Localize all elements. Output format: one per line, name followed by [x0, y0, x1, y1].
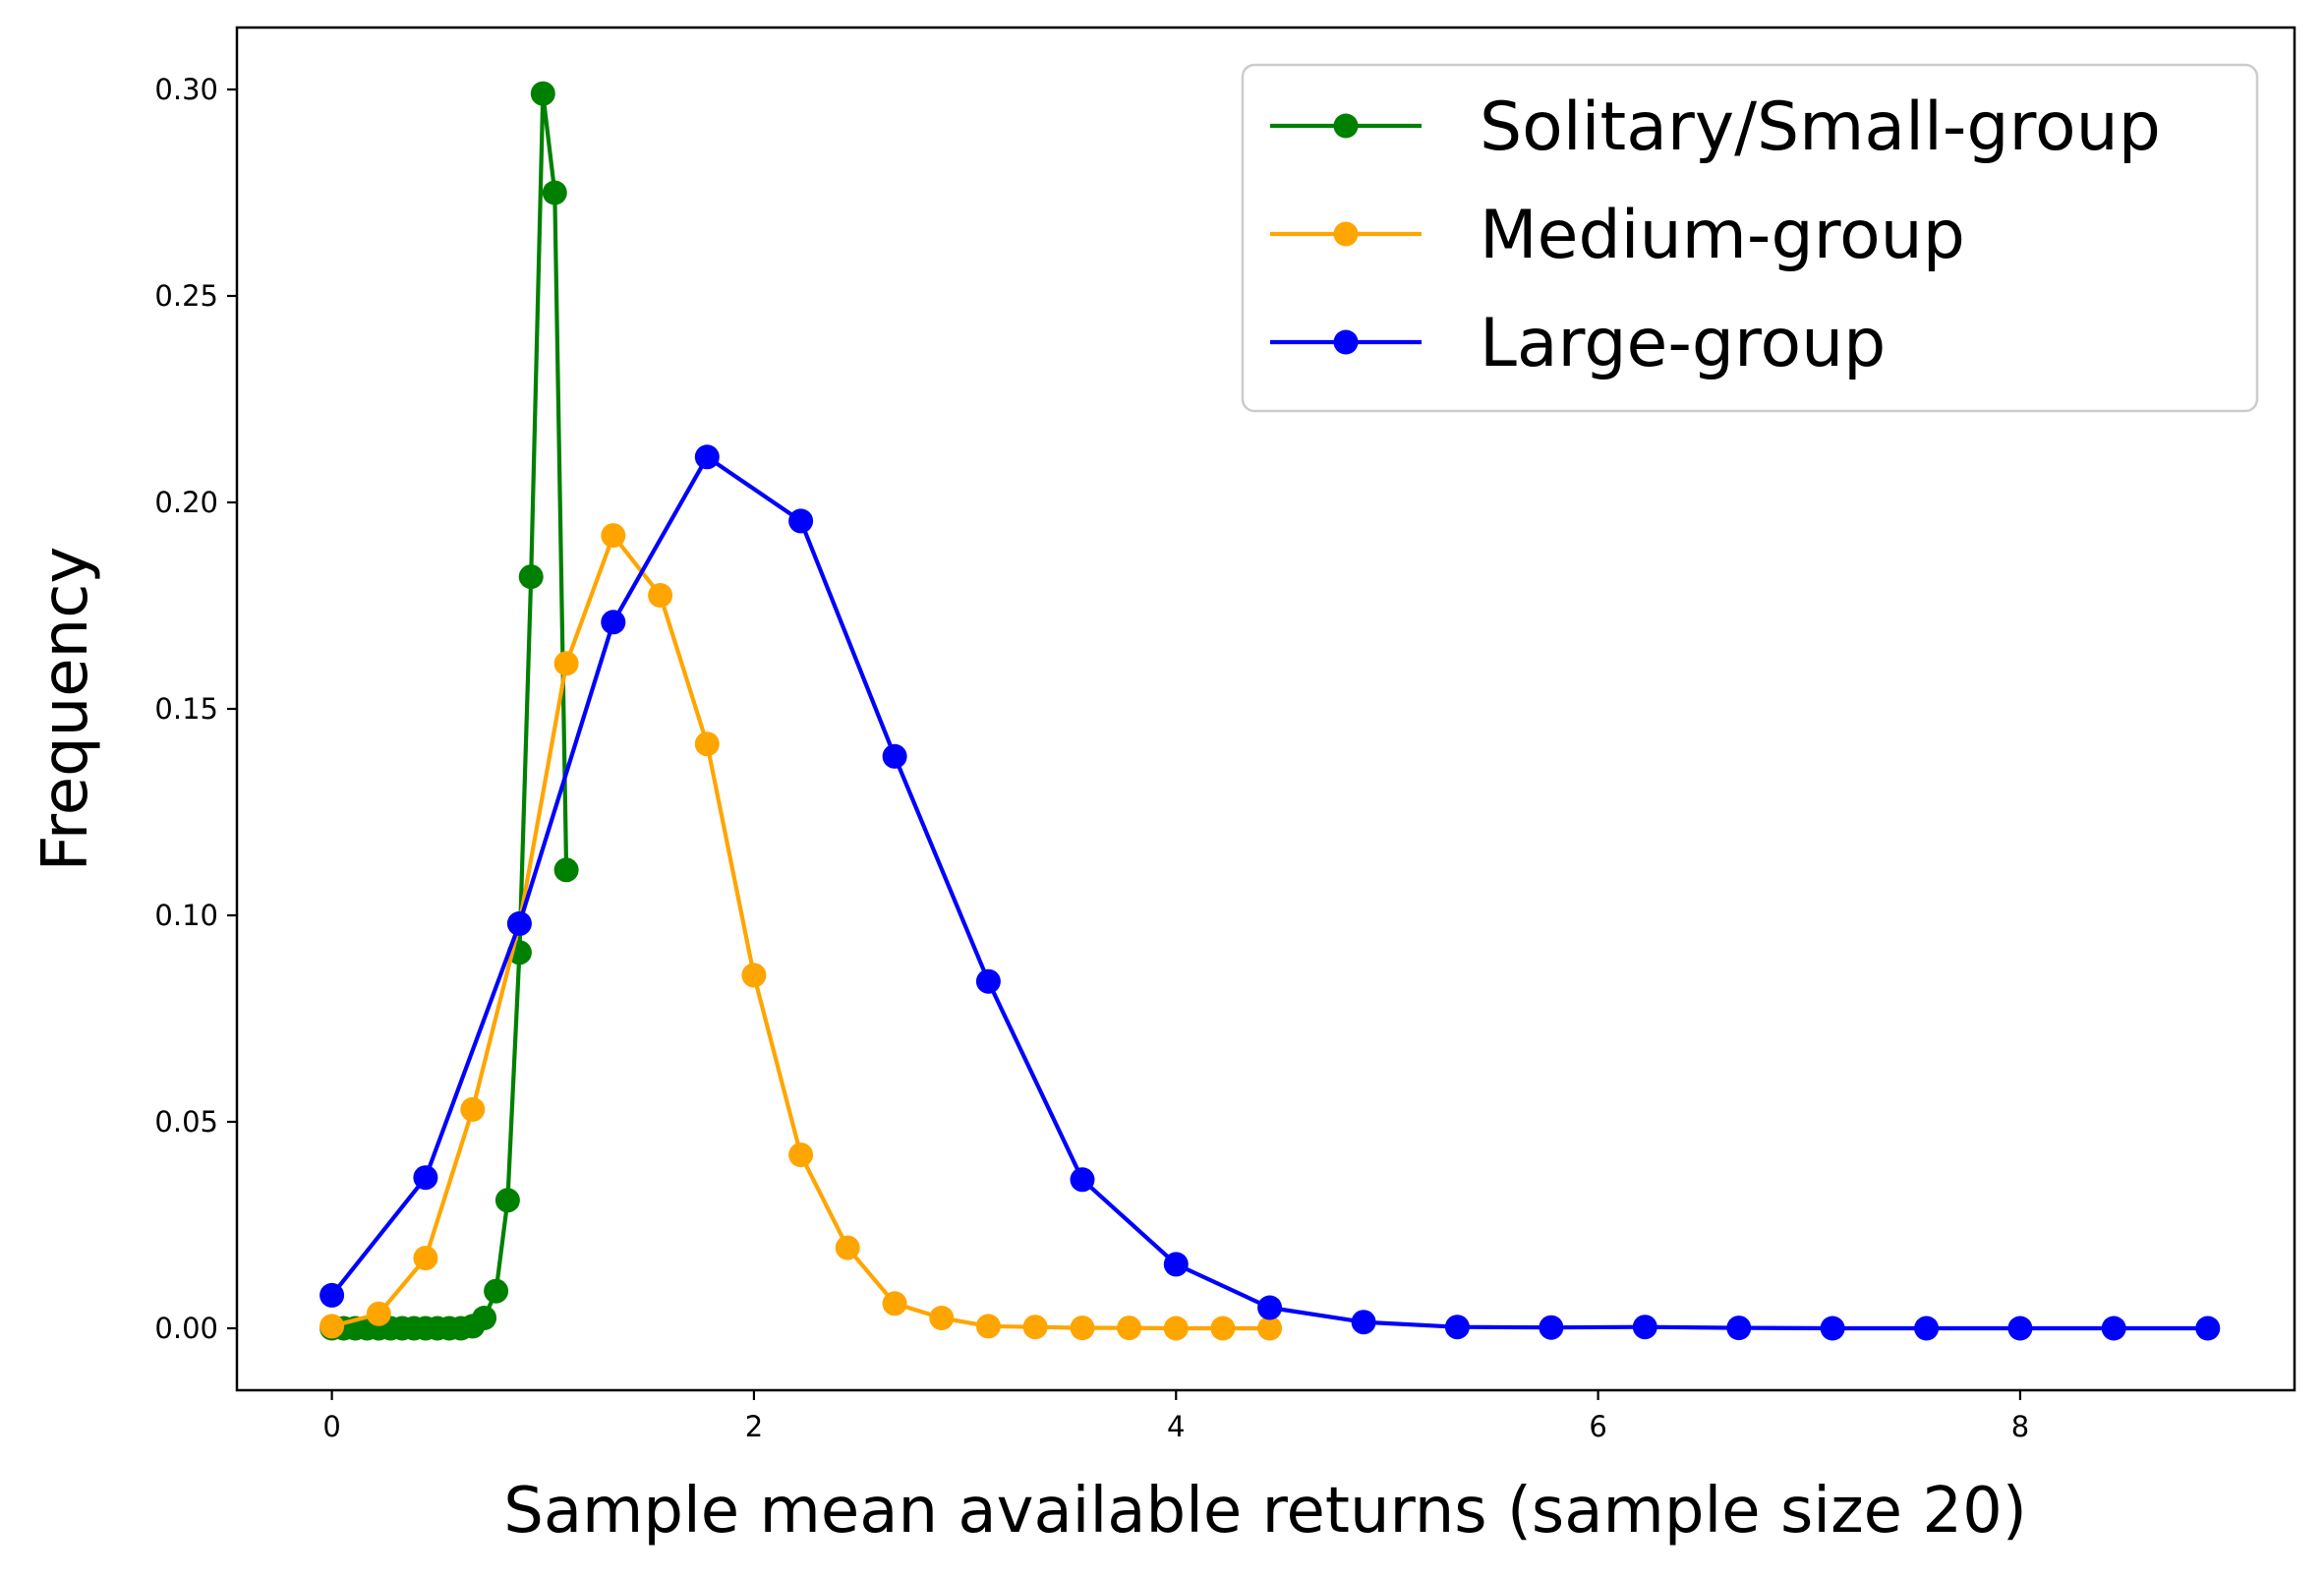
x-axis-label: Sample mean available returns (sample si…: [503, 1475, 2027, 1548]
data-point-large-group: [506, 910, 532, 936]
data-point-solitary-small-group: [542, 180, 567, 205]
data-point-large-group: [1444, 1315, 1470, 1340]
data-point-large-group: [1726, 1316, 1752, 1341]
legend-box: [1241, 63, 2259, 413]
data-point-medium-group: [694, 731, 720, 757]
legend-label: Large-group: [1480, 305, 1886, 382]
y-tick-label: 0.15: [154, 692, 218, 726]
data-point-solitary-small-group: [553, 857, 579, 883]
x-tick-label: 0: [322, 1410, 340, 1443]
data-point-solitary-small-group: [472, 1306, 497, 1330]
y-axis-ticks: 0.00 0.05 0.10 0.15 0.20 0.25 0.30: [154, 73, 237, 1345]
data-point-medium-group: [366, 1301, 391, 1326]
data-point-medium-group: [882, 1291, 907, 1316]
legend-entry-solitary-small-group: Solitary/Small-group: [1270, 88, 2161, 166]
legend-entries: Solitary/Small-group Medium-group Large-gr…: [1270, 88, 2161, 382]
x-tick-label: 8: [2011, 1410, 2029, 1443]
data-point-large-group: [1820, 1316, 1845, 1341]
legend-entry-medium-group: Medium-group: [1270, 197, 1965, 274]
x-tick-label: 6: [1589, 1410, 1606, 1443]
data-point-large-group: [975, 968, 1001, 994]
series-layer: [320, 81, 2221, 1341]
legend-marker: [1333, 329, 1359, 355]
y-tick-label: 0.05: [154, 1105, 218, 1139]
data-point-medium-group: [601, 523, 626, 549]
data-point-large-group: [413, 1165, 438, 1191]
data-point-solitary-small-group: [518, 564, 544, 590]
legend-label: Medium-group: [1480, 197, 1965, 274]
legend: Solitary/Small-group Medium-group Large-gr…: [1241, 63, 2259, 413]
y-tick-label: 0.30: [154, 73, 218, 106]
series-large-group: [320, 444, 2221, 1341]
data-point-medium-group: [320, 1314, 345, 1339]
data-point-solitary-small-group: [494, 1188, 520, 1213]
data-point-medium-group: [1163, 1316, 1189, 1341]
y-tick-label: 0.00: [154, 1312, 218, 1345]
data-point-medium-group: [1070, 1316, 1095, 1341]
data-point-medium-group: [835, 1235, 860, 1260]
data-point-large-group: [1351, 1310, 1376, 1335]
data-point-large-group: [1070, 1167, 1095, 1193]
legend-entry-large-group: Large-group: [1270, 305, 1886, 382]
data-point-medium-group: [929, 1306, 955, 1330]
x-axis-ticks: 0 2 4 6 8: [322, 1390, 2029, 1443]
data-point-large-group: [694, 444, 720, 470]
data-point-large-group: [2195, 1316, 2221, 1341]
y-tick-label: 0.25: [154, 279, 218, 313]
data-point-medium-group: [553, 651, 579, 676]
x-tick-label: 2: [745, 1410, 763, 1443]
data-point-solitary-small-group: [484, 1278, 509, 1304]
data-point-medium-group: [648, 583, 673, 608]
data-point-large-group: [320, 1282, 345, 1308]
data-point-medium-group: [460, 1096, 486, 1122]
data-point-medium-group: [788, 1142, 814, 1168]
y-axis-label: Frequency: [29, 547, 102, 872]
data-point-medium-group: [1210, 1316, 1236, 1341]
data-point-solitary-small-group: [530, 81, 555, 106]
legend-marker: [1333, 221, 1359, 247]
x-tick-label: 4: [1167, 1410, 1185, 1443]
data-point-medium-group: [1257, 1316, 1283, 1341]
data-point-large-group: [882, 743, 907, 769]
data-point-large-group: [788, 508, 814, 534]
y-tick-label: 0.20: [154, 486, 218, 519]
data-point-large-group: [1163, 1252, 1189, 1277]
data-point-medium-group: [975, 1314, 1001, 1339]
data-point-large-group: [2101, 1316, 2126, 1341]
data-point-large-group: [1914, 1316, 1940, 1341]
data-point-large-group: [1257, 1295, 1283, 1320]
data-point-large-group: [2007, 1316, 2033, 1341]
data-point-medium-group: [1117, 1316, 1142, 1341]
data-point-large-group: [601, 610, 626, 635]
data-point-medium-group: [413, 1246, 438, 1271]
data-point-large-group: [1539, 1315, 1564, 1340]
data-point-large-group: [1632, 1315, 1657, 1340]
y-tick-label: 0.10: [154, 899, 218, 932]
data-point-medium-group: [1022, 1315, 1048, 1340]
legend-marker: [1333, 113, 1359, 139]
legend-label: Solitary/Small-group: [1480, 88, 2161, 166]
data-point-medium-group: [741, 963, 767, 988]
